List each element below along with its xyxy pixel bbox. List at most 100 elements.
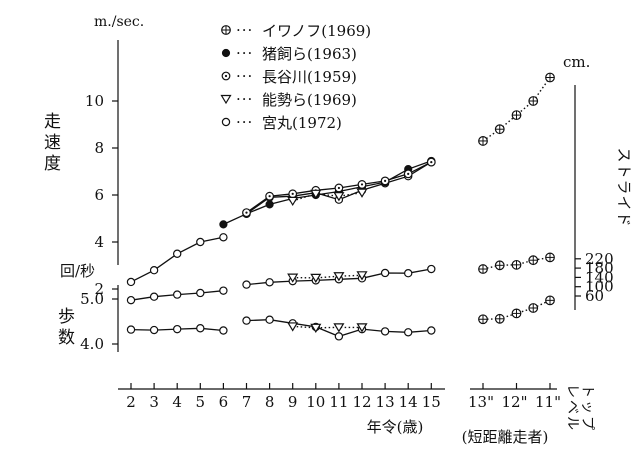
data-point-open-circle-shape [265, 315, 274, 324]
axis-labels-layer: m./sec.走速度回/秒歩数cm.ストライド年令(歳)トップレベル(短距離走者… [44, 14, 633, 446]
data-point-open-circle-shape [172, 249, 182, 258]
legend-marker-triangle-down [220, 94, 232, 105]
data-point-open-circle-shape [380, 327, 390, 336]
elite-axis-title-char: レ [564, 384, 580, 398]
data-point-open-circle-shape [196, 288, 205, 298]
data-point-open-circle-shape [219, 286, 228, 295]
age-tick-label: 12 [352, 393, 371, 411]
data-point-dotted-circle-dot [291, 192, 294, 195]
data-point-circle-plus [511, 259, 522, 270]
legend-label: イワノフ(1969) [262, 22, 371, 40]
elite-axis-subtitle: (短距離走者) [462, 428, 549, 446]
age-tick-label: 4 [172, 393, 182, 411]
data-point-open-circle [172, 324, 182, 334]
speed-tick-label: 8 [94, 139, 104, 157]
stride-unit-label: cm. [563, 53, 590, 71]
data-point-open-circle-shape [149, 325, 159, 335]
data-point-triangle-down [287, 273, 299, 283]
legend-label: 能勢ら(1969) [262, 91, 357, 109]
data-point-dotted-circle [334, 183, 344, 193]
data-point-open-circle-shape [172, 324, 182, 334]
pitch-tick-label: 4.0 [80, 335, 104, 353]
data-point-triangle-down-shape [310, 189, 322, 199]
speed-axis-title-char: 速 [44, 133, 61, 153]
legend-label: 長谷川(1959) [262, 68, 357, 86]
data-point-dotted-circle [242, 208, 251, 218]
legend-marker-filled-circle [221, 48, 231, 58]
data-point-filled-circle [219, 220, 228, 229]
data-point-open-circle-shape [149, 266, 159, 275]
data-point-triangle-down [287, 196, 299, 207]
age-tick-label: 6 [219, 393, 229, 411]
stride-axis-title-char: ド [615, 211, 633, 226]
data-point-open-circle [149, 325, 159, 335]
legend-dots: ··· [236, 113, 253, 131]
legend-label: 猪飼ら(1963) [262, 45, 357, 63]
data-point-open-circle-shape [242, 316, 251, 325]
speed-axis-title-char: 走 [44, 112, 61, 132]
legend: ··· イワノフ(1969) ··· 猪飼ら(1963) ··· 長谷川(1959) ···… [220, 21, 371, 132]
data-point-circle-plus [478, 136, 488, 146]
data-point-open-circle-shape [334, 332, 344, 341]
data-point-filled-circle [265, 200, 274, 209]
data-point-open-circle [404, 328, 413, 337]
speed-axis-title-char: 度 [44, 154, 61, 174]
stride-axis-title-char: ト [615, 163, 633, 178]
data-point-open-circle-shape [196, 324, 205, 333]
data-point-circle-plus [545, 295, 555, 306]
data-point-filled-circle-shape [265, 200, 274, 209]
elite-tick-label: 13" [468, 393, 494, 411]
data-point-open-circle-shape [126, 295, 136, 305]
legend-marker-open-circle-shape [221, 117, 231, 127]
age-tick-label: 2 [126, 393, 136, 411]
data-point-open-circle [149, 266, 159, 275]
data-point-dotted-circle-dot [430, 161, 433, 164]
age-tick-label: 13 [376, 393, 395, 411]
series-line-triangle-down-stride [292, 274, 363, 279]
data-point-open-circle [196, 237, 205, 247]
legend-dots: ··· [236, 21, 253, 39]
legend-marker-dotted-circle-dot [224, 74, 228, 78]
stride-tick-label: 220 [585, 250, 614, 268]
data-point-triangle-down-shape [310, 273, 322, 284]
data-point-open-circle [172, 290, 182, 299]
data-point-open-circle-shape [126, 277, 136, 287]
data-point-triangle-down [333, 272, 345, 282]
data-point-triangle-down-shape [333, 192, 345, 202]
data-point-dotted-circle [357, 180, 367, 189]
elite-axis-title-char: ル [564, 416, 580, 430]
speed-tick-label: 10 [85, 92, 104, 110]
stride-tick-label: 140 [585, 268, 614, 286]
data-point-open-circle-shape [404, 269, 413, 278]
data-point-open-circle-shape [219, 326, 228, 335]
data-point-triangle-down-shape [287, 322, 299, 332]
data-point-open-circle [196, 288, 205, 298]
data-point-open-circle-shape [380, 268, 390, 278]
data-point-open-circle [196, 324, 205, 333]
legend-marker-filled-circle-shape [221, 48, 231, 58]
legend-marker-triangle-down-shape [220, 94, 232, 105]
legend-marker-dotted-circle [221, 71, 231, 81]
stride-axis-title-char: ラ [615, 179, 633, 194]
age-tick-label: 5 [196, 393, 206, 411]
series-line-circle-plus-speed [482, 77, 551, 142]
speed-tick-label: 2 [94, 280, 104, 298]
data-point-open-circle [380, 327, 390, 336]
data-point-open-circle-shape [242, 280, 251, 289]
age-tick-label: 11 [329, 393, 348, 411]
pitch-tick-label: 5.0 [80, 290, 104, 308]
data-point-dotted-circle [426, 157, 436, 167]
stride-tick-label: 180 [585, 259, 614, 277]
data-point-open-circle [427, 264, 436, 274]
data-point-circle-plus [511, 308, 522, 319]
data-point-open-circle [265, 315, 274, 324]
data-point-open-circle-shape [126, 325, 136, 334]
data-point-open-circle [265, 278, 274, 287]
pitch-axis-title-char: 数 [58, 328, 75, 348]
data-point-triangle-down [310, 189, 322, 199]
data-point-open-circle [242, 280, 251, 289]
data-point-dotted-circle-dot [360, 183, 364, 186]
data-point-circle-plus [511, 110, 522, 120]
age-tick-label: 15 [422, 393, 441, 411]
data-point-open-circle-shape [427, 264, 436, 274]
